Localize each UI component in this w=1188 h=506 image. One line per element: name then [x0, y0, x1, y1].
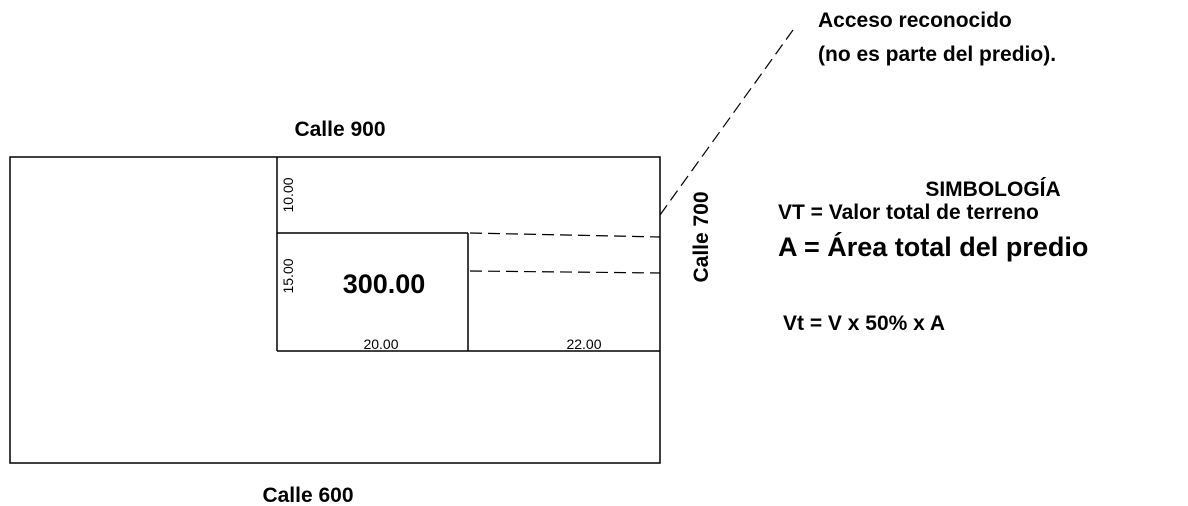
street-east-label: Calle 700 [690, 191, 713, 282]
access-leader-line [659, 29, 794, 216]
legend-vt: VT = Valor total de terreno [778, 201, 1039, 224]
access-note-line2: (no es parte del predio). [818, 43, 1056, 66]
access-note-line1: Acceso reconocido [818, 9, 1012, 32]
dim-width-label: 20.00 [363, 336, 398, 352]
access-dashed-lower [469, 270, 661, 274]
dim-left-label: 15.00 [280, 258, 296, 293]
access-dashed-upper [469, 232, 661, 238]
legend-title: SIMBOLOGÍA [925, 178, 1060, 201]
dim-access-label: 22.00 [566, 336, 601, 352]
parcel-area-label: 300.00 [343, 269, 426, 299]
dim-top-label: 10.00 [280, 177, 296, 212]
street-north-label: Calle 900 [294, 118, 385, 141]
outer-block [9, 156, 661, 464]
legend-a: A = Área total del predio [778, 231, 1088, 262]
legend-formula: Vt = V x 50% x A [783, 312, 945, 335]
street-south-label: Calle 600 [262, 484, 353, 506]
